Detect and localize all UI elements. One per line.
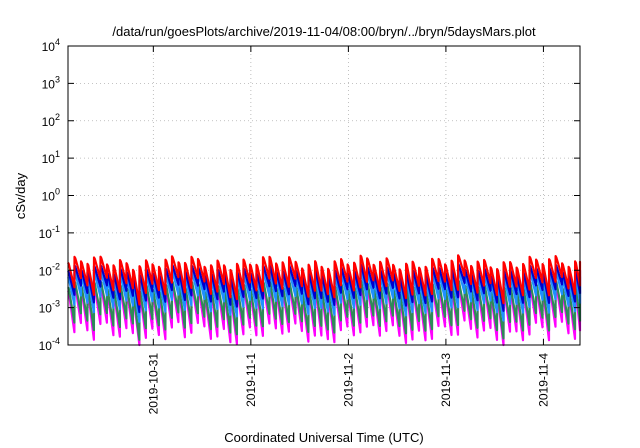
x-tick-label: 2019-11-3 (439, 353, 453, 407)
series-layer (67, 254, 582, 347)
axis-layer: 10-4 10-3 10-2 10-1 100 101 102 103 104 2019-10-3… (39, 37, 580, 414)
y-tick-label: 10-4 (39, 336, 60, 353)
x-tick-label: 2019-11-4 (536, 353, 550, 407)
x-axis-label: Coordinated Universal Time (UTC) (224, 430, 423, 445)
x-tick-label: 2019-11-2 (341, 353, 355, 407)
x-tick-label: 2019-10-31 (146, 353, 160, 415)
plot-frame (67, 45, 581, 346)
y-tick-label: 103 (42, 74, 60, 91)
series-line (67, 254, 582, 306)
y-tick-label: 10-3 (39, 299, 60, 316)
y-tick-label: 10-2 (39, 261, 60, 278)
y-axis-label: cSv/day (13, 172, 28, 219)
y-tick-label: 104 (42, 37, 60, 54)
y-tick-label: 10-1 (39, 224, 60, 241)
y-tick-label: 101 (42, 149, 60, 166)
y-tick-label: 102 (42, 112, 60, 129)
x-tick-label: 2019-11-1 (244, 353, 258, 407)
y-tick-label: 100 (42, 187, 60, 204)
chart-title: /data/run/goesPlots/archive/2019-11-04/0… (112, 24, 536, 39)
